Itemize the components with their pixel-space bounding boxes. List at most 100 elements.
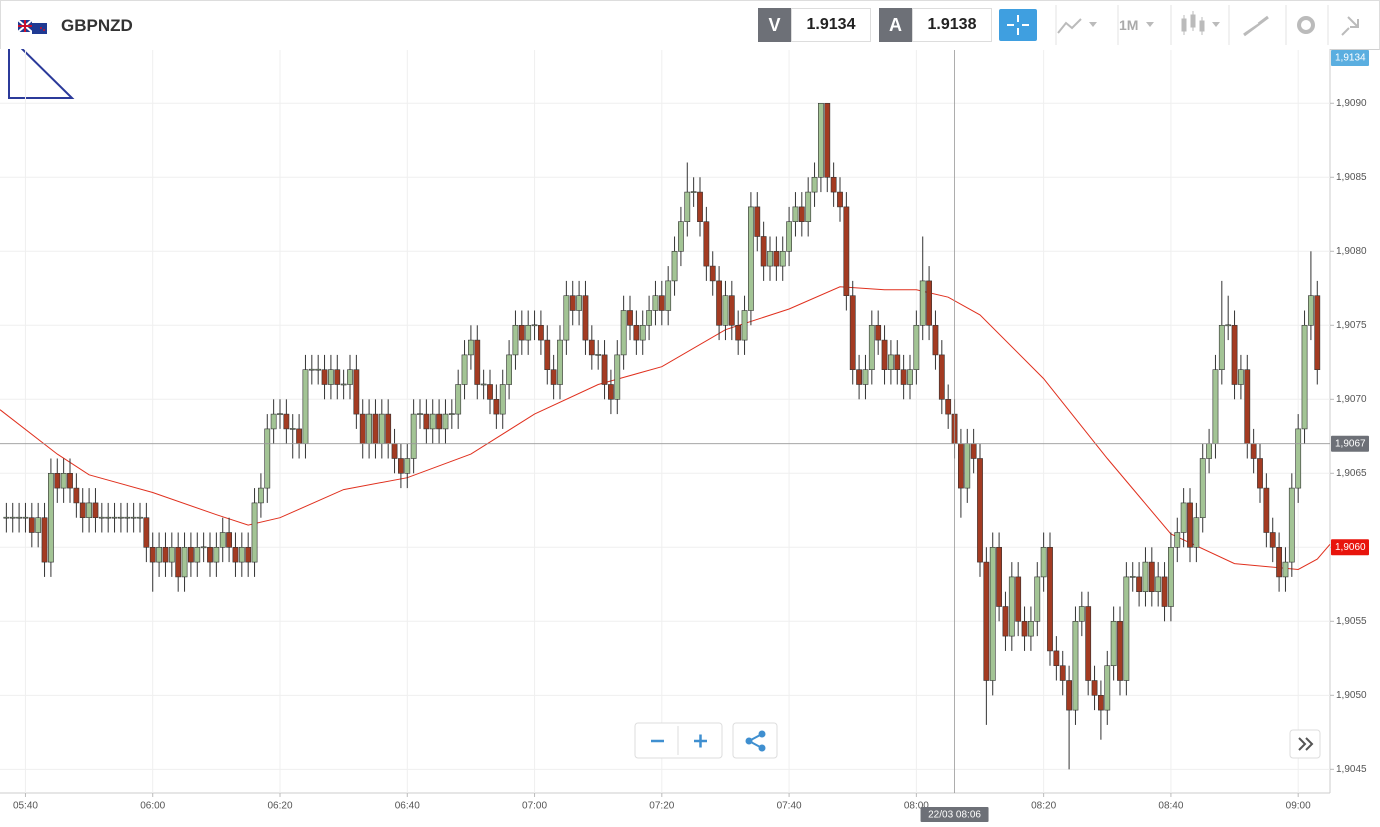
candle-body bbox=[391, 443, 398, 459]
candle-body bbox=[1110, 621, 1117, 667]
candle-body bbox=[372, 413, 379, 445]
y-tick-label: 1,9090 bbox=[1336, 98, 1367, 109]
candle-body bbox=[728, 295, 735, 326]
candle-body bbox=[1174, 532, 1181, 548]
x-tick-label: 05:40 bbox=[13, 801, 38, 812]
candle-body bbox=[130, 516, 137, 519]
candle-body bbox=[156, 547, 162, 563]
candle-body bbox=[767, 250, 773, 267]
zoom-button[interactable] bbox=[651, 734, 707, 748]
candle-body bbox=[709, 265, 716, 282]
candle-body bbox=[1238, 369, 1244, 385]
candle-body bbox=[525, 324, 532, 341]
candle-body bbox=[118, 516, 124, 519]
candle-body bbox=[900, 369, 907, 385]
candle-body bbox=[958, 443, 964, 489]
candle-body bbox=[818, 102, 824, 178]
candle-body bbox=[779, 250, 786, 267]
share-button[interactable] bbox=[745, 730, 766, 752]
toolbar-icons bbox=[1055, 5, 1359, 45]
candle-body bbox=[398, 458, 404, 474]
x-tick-label: 06:40 bbox=[395, 801, 420, 812]
candle-body bbox=[1034, 576, 1041, 622]
candle-body bbox=[448, 413, 455, 415]
y-tick-label: 1,9070 bbox=[1336, 394, 1367, 405]
candle-body bbox=[748, 206, 754, 311]
candle-body bbox=[697, 191, 703, 222]
candle-body bbox=[321, 369, 328, 385]
x-tick-label: 07:20 bbox=[649, 801, 674, 812]
candle-body bbox=[792, 206, 799, 222]
candle-body bbox=[1187, 502, 1193, 548]
y-tick-label: 1,9050 bbox=[1336, 690, 1367, 701]
candle-body bbox=[73, 487, 80, 504]
y-tick-label: 1,9065 bbox=[1336, 468, 1367, 479]
candle-body bbox=[308, 368, 315, 371]
candle-body bbox=[232, 547, 239, 563]
crosshair-time-tag bbox=[920, 807, 989, 822]
candle-body bbox=[506, 354, 512, 385]
bid-price[interactable]: 1.9134 bbox=[791, 8, 871, 42]
drawing-triangle[interactable] bbox=[8, 49, 75, 99]
candle-body bbox=[531, 324, 538, 327]
candle-body bbox=[786, 221, 792, 252]
x-tick-label: 06:20 bbox=[267, 801, 292, 812]
ask-label[interactable]: A bbox=[879, 8, 912, 42]
candle-body bbox=[423, 413, 430, 430]
candle-body bbox=[913, 324, 920, 370]
candle-body bbox=[410, 413, 417, 459]
candle-body bbox=[3, 516, 10, 519]
candle-body bbox=[773, 250, 780, 267]
candle-body bbox=[296, 428, 302, 445]
candle-body bbox=[168, 547, 175, 563]
candle-body bbox=[1155, 576, 1162, 593]
candle-body bbox=[487, 384, 493, 400]
candle-body bbox=[1244, 369, 1251, 445]
y-tick-label: 1,9080 bbox=[1336, 246, 1367, 257]
candle-body bbox=[678, 221, 684, 252]
candle-body bbox=[569, 295, 576, 311]
x-tick-label: 07:00 bbox=[522, 801, 547, 812]
candle-body bbox=[754, 206, 761, 237]
candle-body bbox=[436, 413, 442, 430]
candle-body bbox=[1078, 606, 1085, 622]
candle-body bbox=[601, 354, 608, 385]
candle-body bbox=[1206, 443, 1212, 459]
candle-body bbox=[703, 221, 710, 267]
candle-body bbox=[690, 191, 697, 193]
candle-body bbox=[563, 295, 570, 341]
zoom-controls bbox=[634, 722, 1321, 759]
crosshair-button[interactable] bbox=[999, 9, 1037, 41]
candle-body bbox=[1231, 324, 1238, 385]
candle-body bbox=[86, 502, 92, 519]
candle-body bbox=[932, 324, 939, 356]
candle-body bbox=[512, 324, 519, 356]
ma-price-tag bbox=[1331, 539, 1369, 556]
x-tick-label: 08:00 bbox=[904, 801, 929, 812]
candle-body bbox=[1008, 576, 1015, 637]
candle-body bbox=[983, 561, 990, 681]
candle-body bbox=[996, 547, 1002, 607]
candle-body bbox=[894, 354, 901, 370]
candle-body bbox=[989, 547, 996, 681]
candle-body bbox=[67, 473, 73, 489]
candle-body bbox=[54, 473, 61, 489]
candle-body bbox=[1142, 561, 1149, 593]
scroll-end-button[interactable] bbox=[1298, 737, 1314, 751]
candle-body bbox=[843, 206, 850, 296]
candle-body bbox=[283, 413, 290, 430]
candle-body bbox=[16, 516, 22, 519]
timeframe[interactable]: 1M bbox=[1119, 17, 1139, 33]
candle-body bbox=[1276, 547, 1282, 578]
bid-label[interactable]: V bbox=[758, 8, 791, 42]
candle-body bbox=[226, 532, 232, 548]
chart: 1,9045 1,9050 1,9055 1,9060 1,9065 1,9070 1,90… bbox=[0, 49, 1369, 822]
candle-body bbox=[1180, 502, 1187, 533]
candle-body bbox=[137, 516, 143, 519]
ask-price[interactable]: 1.9138 bbox=[912, 8, 992, 42]
candle-body bbox=[907, 369, 913, 385]
candle-body bbox=[188, 547, 194, 563]
candle-body bbox=[945, 398, 952, 415]
candle-body bbox=[1263, 487, 1270, 533]
